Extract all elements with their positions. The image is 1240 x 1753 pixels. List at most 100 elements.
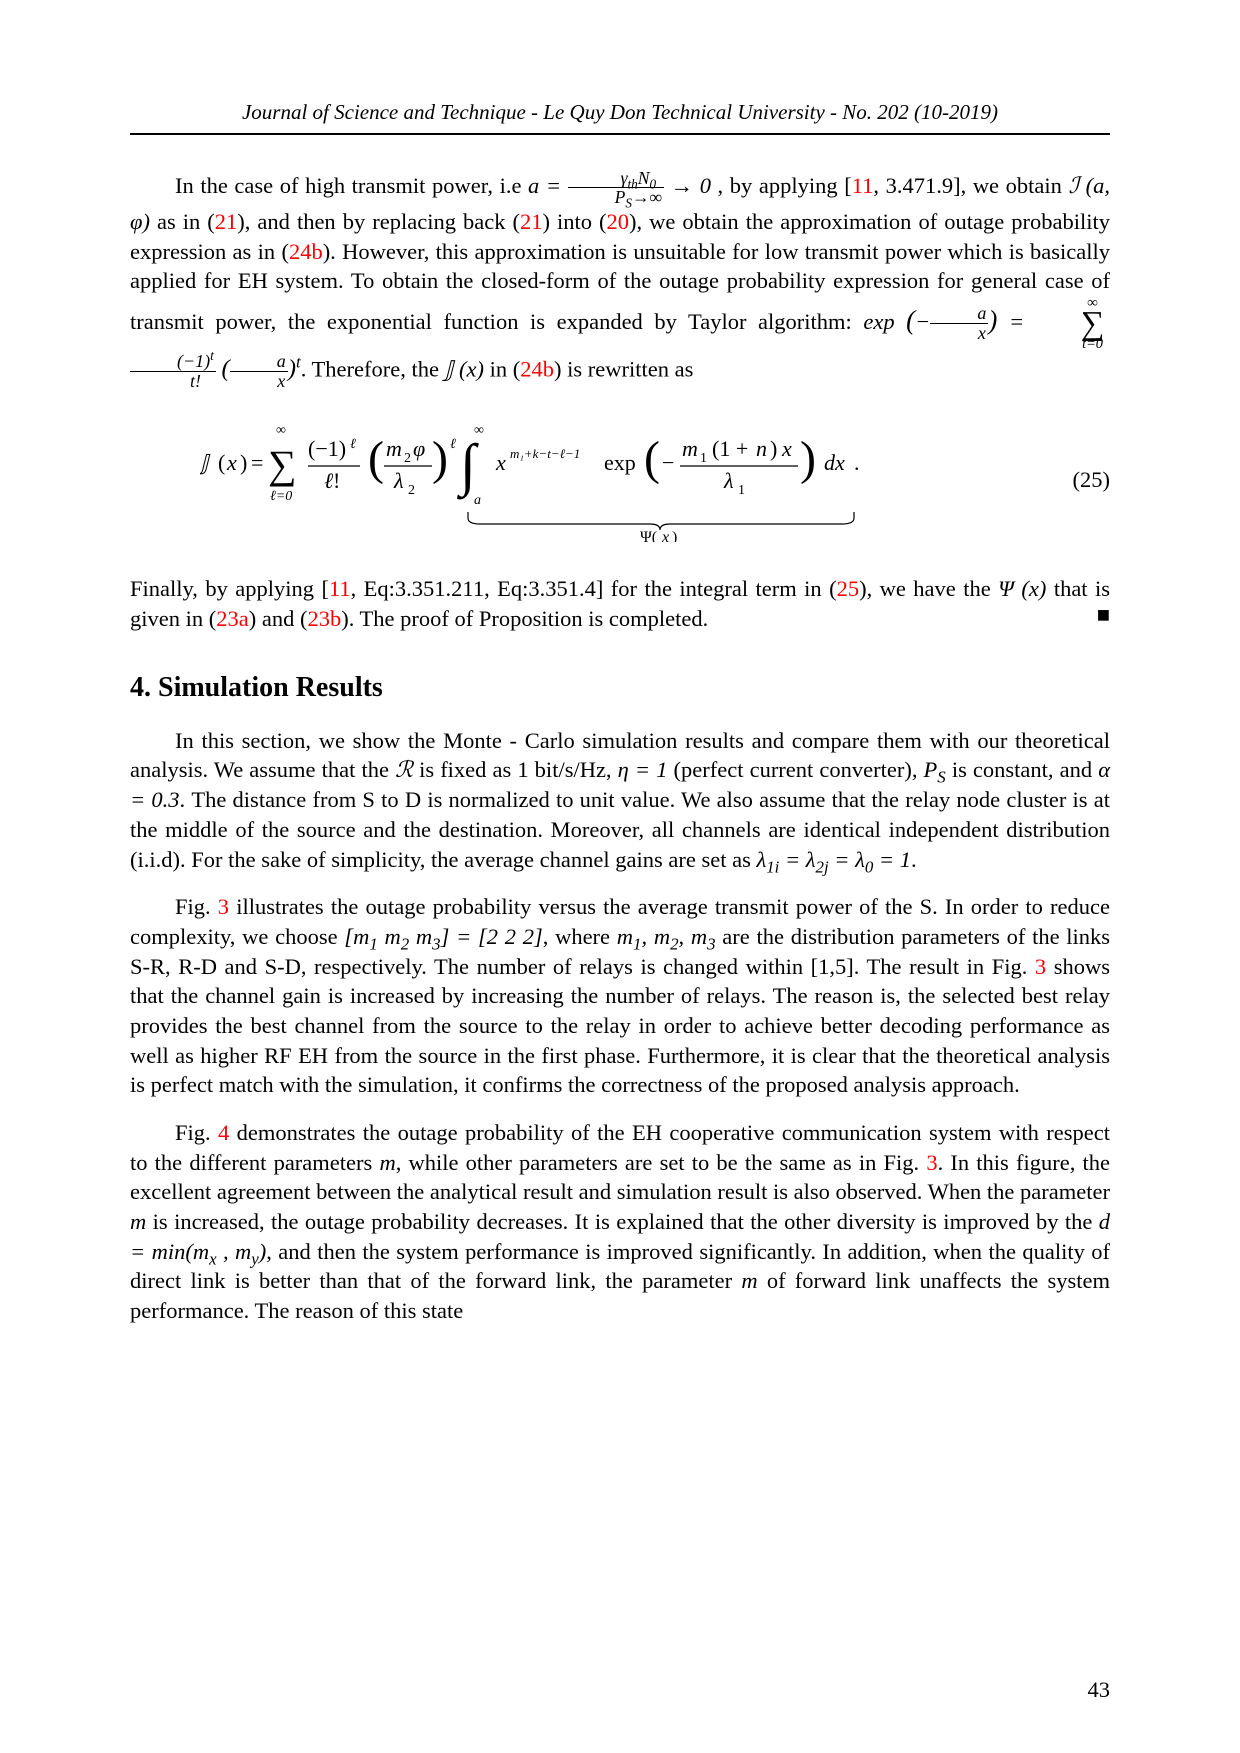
eq-ref-link[interactable]: 20 (607, 209, 630, 234)
svg-text:): ) (770, 436, 777, 461)
page: Journal of Science and Technique - Le Qu… (0, 0, 1240, 1753)
inline-formula: m (741, 1268, 757, 1293)
svg-text:.: . (854, 450, 860, 475)
svg-text:): ) (672, 529, 677, 542)
text: Finally, by applying [ (130, 576, 329, 601)
qed-square-icon: ■ (1097, 604, 1110, 626)
svg-text:): ) (800, 432, 816, 485)
svg-text:x: x (661, 529, 669, 542)
svg-text:a: a (474, 493, 481, 508)
equation-25: 𝕁 ( x ) = ∞ ∑ ℓ=0 (−1) ℓ ℓ ! (130, 412, 1110, 548)
page-number: 43 (1088, 1677, 1111, 1703)
text: as in ( (157, 209, 215, 234)
svg-text:ℓ=0: ℓ=0 (270, 489, 292, 504)
paragraph-4: Fig. 3 illustrates the outage probabilit… (130, 892, 1110, 1100)
text: ) is rewritten as (554, 356, 693, 381)
svg-text:ℓ: ℓ (350, 437, 356, 452)
text: (perfect current converter), (674, 757, 924, 782)
eq-ref-link[interactable]: 24b (520, 356, 554, 381)
text: ), we have the (859, 576, 998, 601)
svg-text:φ: φ (413, 436, 425, 461)
fig-ref-link[interactable]: 3 (1035, 954, 1046, 979)
inline-formula: m (130, 1209, 146, 1234)
text: is constant, and (952, 757, 1098, 782)
text: ), and then by replacing back ( (237, 209, 520, 234)
eq-ref-link[interactable]: 25 (837, 576, 860, 601)
inline-formula: η = 1 (618, 757, 668, 782)
svg-text:!: ! (333, 468, 340, 493)
svg-text:(: ( (218, 450, 225, 475)
eq-ref-link[interactable]: 21 (520, 209, 543, 234)
inline-formula: 𝕁 (x) (445, 356, 484, 381)
svg-text:∑: ∑ (268, 442, 297, 487)
equation-label: (25) (1050, 467, 1110, 493)
svg-text:2: 2 (404, 451, 411, 466)
text: in ( (490, 356, 521, 381)
section-heading: 4. Simulation Results (130, 672, 1110, 704)
svg-text:(: ( (368, 432, 384, 485)
svg-text:−: − (662, 450, 674, 475)
text: . The distance from S to D is normalized… (130, 787, 1110, 871)
svg-text:): ) (240, 450, 247, 475)
svg-text:dx: dx (824, 450, 845, 475)
equation-svg: 𝕁 ( x ) = ∞ ∑ ℓ=0 (−1) ℓ ℓ ! (200, 412, 980, 542)
svg-text:ℓ: ℓ (450, 437, 456, 452)
inline-formula: [m1 m2 m3] = [2 2 2] (344, 924, 542, 949)
text: is fixed as 1 bit/s/Hz, (419, 757, 618, 782)
svg-text:1: 1 (700, 451, 707, 466)
svg-text:(1 +: (1 + (712, 436, 748, 461)
svg-text:Ψ(: Ψ( (640, 529, 657, 542)
svg-text:m: m (682, 436, 698, 461)
fig-ref-link[interactable]: 3 (926, 1150, 937, 1175)
paragraph-2: Finally, by applying [11, Eq:3.351.211, … (130, 574, 1110, 633)
svg-text:m: m (386, 436, 402, 461)
paragraph-3: In this section, we show the Monte - Car… (130, 726, 1110, 874)
fig-ref-link[interactable]: 4 (218, 1120, 229, 1145)
text: , 3.471.9], we obtain (873, 173, 1068, 198)
text: Fig. (175, 894, 218, 919)
svg-text:): ) (432, 432, 448, 485)
text: In the case of high transmit power, i.e (175, 173, 528, 198)
journal-header: Journal of Science and Technique - Le Qu… (130, 100, 1110, 135)
paragraph-5: Fig. 4 demonstrates the outage probabili… (130, 1118, 1110, 1326)
inline-formula: m1, m2, m3 (617, 924, 716, 949)
inline-formula: Ψ (x) (998, 576, 1046, 601)
text: is increased, the outage probability dec… (153, 1209, 1099, 1234)
svg-text:(−1): (−1) (308, 436, 346, 461)
eq-ref-link[interactable]: 23b (307, 606, 341, 631)
text: , Eq:3.351.211, Eq:3.351.4] for the inte… (351, 576, 837, 601)
text: ). The proof of Proposition is completed… (341, 606, 708, 631)
svg-text:exp: exp (604, 450, 636, 475)
svg-text:x: x (495, 450, 506, 475)
text: , by applying [ (718, 173, 852, 198)
eq-ref-link[interactable]: 24b (289, 239, 323, 264)
svg-text:λ: λ (393, 468, 404, 493)
text: . Therefore, the (301, 356, 445, 381)
svg-text:∫: ∫ (456, 432, 479, 500)
fig-ref-link[interactable]: 3 (218, 894, 229, 919)
equation-content: 𝕁 ( x ) = ∞ ∑ ℓ=0 (−1) ℓ ℓ ! (130, 412, 1050, 548)
inline-formula: λ1i = λ2j = λ0 = 1 (756, 847, 911, 872)
inline-formula: m (379, 1150, 395, 1175)
citation-link[interactable]: 11 (329, 576, 351, 601)
svg-text:n: n (756, 436, 767, 461)
text: Fig. (175, 1120, 218, 1145)
citation-link[interactable]: 11 (852, 173, 874, 198)
svg-text:(: ( (644, 432, 660, 485)
svg-text:2: 2 (408, 483, 415, 498)
text: , where (543, 924, 617, 949)
svg-text:∞: ∞ (276, 423, 286, 438)
svg-text:x: x (781, 436, 792, 461)
inline-formula: PS (924, 757, 946, 782)
eq-ref-link[interactable]: 23a (216, 606, 249, 631)
svg-text:λ: λ (723, 468, 734, 493)
svg-text:𝕁: 𝕁 (200, 450, 211, 475)
svg-text:x: x (226, 450, 237, 475)
text: , while other parameters are set to be t… (396, 1150, 927, 1175)
eq-ref-link[interactable]: 21 (215, 209, 238, 234)
svg-text:=: = (251, 450, 263, 475)
text: . (911, 847, 917, 872)
text: ) and ( (249, 606, 308, 631)
paragraph-1: In the case of high transmit power, i.e … (130, 169, 1110, 390)
text: ) into ( (542, 209, 606, 234)
